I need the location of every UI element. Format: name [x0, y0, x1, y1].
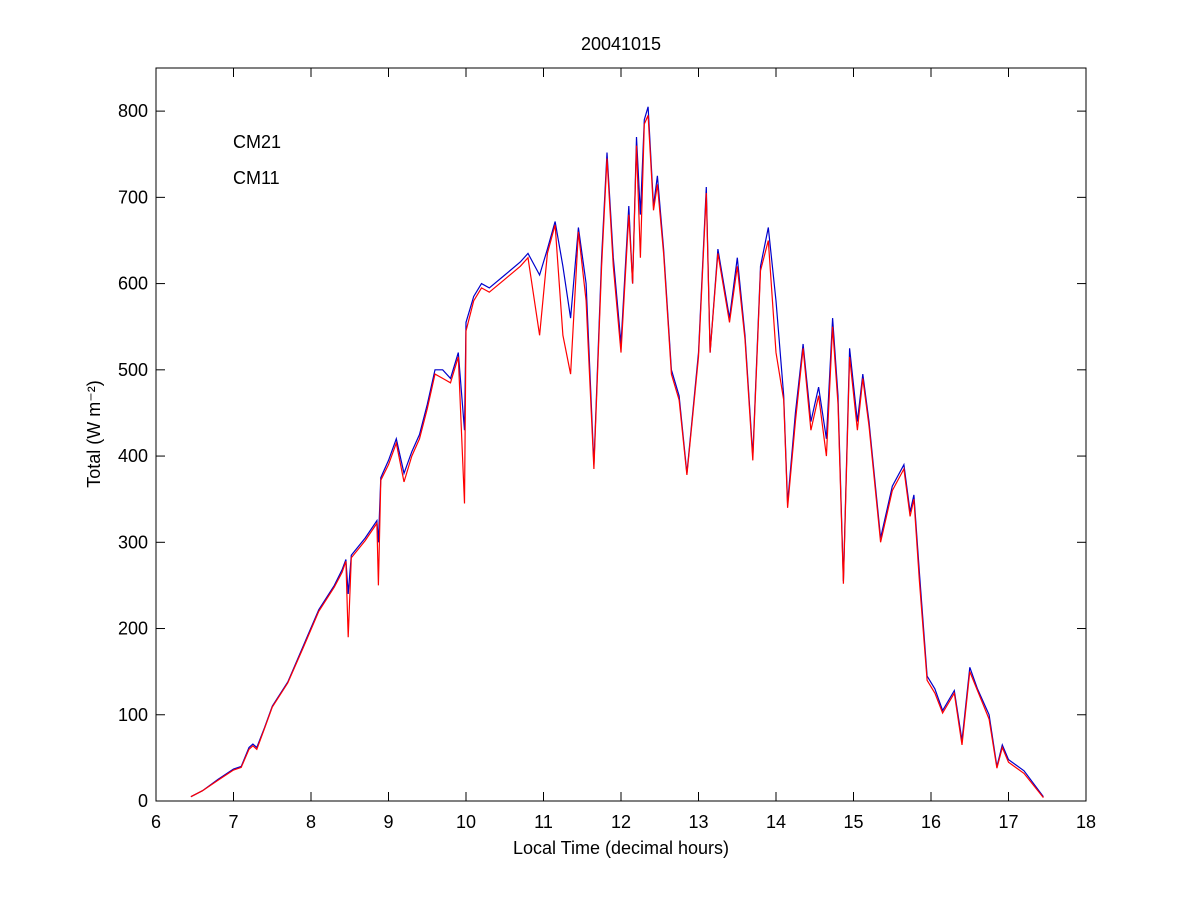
x-tick-label: 9	[383, 812, 393, 832]
data-line	[190, 115, 1044, 798]
y-tick-label: 500	[118, 360, 148, 380]
chart-title: 20041015	[581, 34, 661, 54]
y-tick-label: 400	[118, 446, 148, 466]
legend-label: CM11	[233, 168, 280, 188]
y-tick-label: 0	[138, 791, 148, 811]
x-tick-label: 15	[843, 812, 863, 832]
x-tick-label: 8	[306, 812, 316, 832]
x-tick-label: 10	[456, 812, 476, 832]
x-tick-label: 17	[998, 812, 1018, 832]
legend-label: CM21	[233, 132, 281, 152]
x-tick-label: 6	[151, 812, 161, 832]
x-tick-label: 7	[228, 812, 238, 832]
x-tick-label: 14	[766, 812, 786, 832]
y-tick-label: 200	[118, 619, 148, 639]
y-tick-label: 800	[118, 101, 148, 121]
y-axis-label: Total (W m⁻²)	[84, 380, 104, 488]
y-tick-label: 600	[118, 274, 148, 294]
y-tick-label: 100	[118, 705, 148, 725]
x-tick-label: 18	[1076, 812, 1096, 832]
x-tick-label: 11	[534, 812, 553, 832]
x-tick-label: 13	[688, 812, 708, 832]
y-tick-label: 300	[118, 532, 148, 552]
x-tick-label: 16	[921, 812, 941, 832]
y-tick-label: 700	[118, 187, 148, 207]
x-axis-label: Local Time (decimal hours)	[513, 838, 729, 858]
x-tick-label: 12	[611, 812, 631, 832]
